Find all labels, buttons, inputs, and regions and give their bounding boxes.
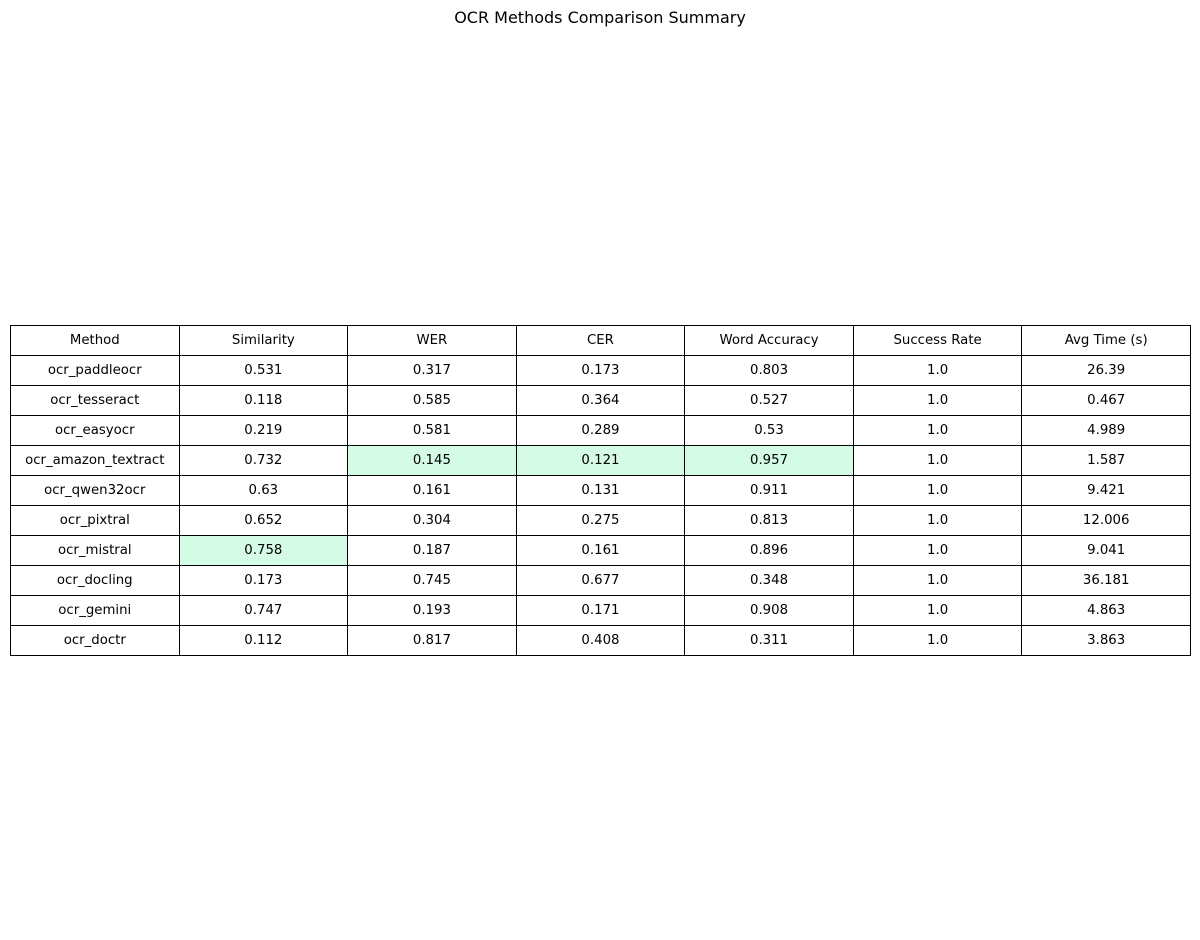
cell-method: ocr_easyocr: [10, 415, 180, 446]
table-row: ocr_paddleocr 0.531 0.317 0.173 0.803 1.0 26.3…: [10, 355, 1191, 386]
cell-similarity: 0.652: [178, 505, 349, 536]
cell-wer: 0.304: [347, 505, 517, 536]
cell-wer: 0.581: [347, 415, 517, 446]
cell-success-rate: 1.0: [852, 445, 1023, 476]
cell-word-accuracy: 0.896: [684, 535, 854, 566]
table-row: ocr_mistral 0.758 0.187 0.161 0.896 1.0 9.041: [10, 535, 1191, 566]
cell-avg-time-s: 12.006: [1021, 505, 1191, 536]
cell-word-accuracy: 0.803: [684, 355, 854, 386]
cell-avg-time-s: 1.587: [1021, 445, 1191, 476]
cell-avg-time-s: 26.39: [1021, 355, 1191, 386]
cell-word-accuracy: 0.813: [684, 505, 854, 536]
cell-cer: 0.364: [515, 385, 686, 416]
cell-similarity: 0.112: [178, 625, 349, 656]
cell-success-rate: 1.0: [852, 415, 1023, 446]
cell-similarity: 0.531: [178, 355, 349, 386]
cell-cer: 0.275: [515, 505, 686, 536]
cell-avg-time-s: 9.041: [1021, 535, 1191, 566]
cell-success-rate: 1.0: [852, 505, 1023, 536]
cell-similarity: 0.732: [178, 445, 349, 476]
column-header-word-accuracy: Word Accuracy: [684, 325, 854, 356]
cell-word-accuracy: 0.527: [684, 385, 854, 416]
table-header-row: Method Similarity WER CER Word Accuracy Succe…: [10, 325, 1191, 356]
cell-wer: 0.193: [347, 595, 517, 626]
cell-method: ocr_amazon_textract: [10, 445, 180, 476]
cell-avg-time-s: 4.989: [1021, 415, 1191, 446]
cell-success-rate: 1.0: [852, 595, 1023, 626]
cell-cer: 0.408: [515, 625, 686, 656]
cell-wer: 0.817: [347, 625, 517, 656]
cell-cer: 0.131: [515, 475, 686, 506]
cell-word-accuracy: 0.908: [684, 595, 854, 626]
cell-avg-time-s: 9.421: [1021, 475, 1191, 506]
cell-similarity: 0.758: [178, 535, 349, 566]
table-body: ocr_paddleocr 0.531 0.317 0.173 0.803 1.0 26.3…: [10, 355, 1191, 656]
cell-avg-time-s: 4.863: [1021, 595, 1191, 626]
cell-word-accuracy: 0.957: [684, 445, 854, 476]
cell-method: ocr_tesseract: [10, 385, 180, 416]
column-header-wer: WER: [347, 325, 517, 356]
cell-method: ocr_mistral: [10, 535, 180, 566]
cell-similarity: 0.173: [178, 565, 349, 596]
cell-success-rate: 1.0: [852, 625, 1023, 656]
cell-wer: 0.187: [347, 535, 517, 566]
cell-method: ocr_doctr: [10, 625, 180, 656]
cell-success-rate: 1.0: [852, 475, 1023, 506]
cell-method: ocr_pixtral: [10, 505, 180, 536]
table-row: ocr_pixtral 0.652 0.304 0.275 0.813 1.0 12.006: [10, 505, 1191, 536]
cell-avg-time-s: 36.181: [1021, 565, 1191, 596]
cell-success-rate: 1.0: [852, 535, 1023, 566]
table-row: ocr_doctr 0.112 0.817 0.408 0.311 1.0 3.863: [10, 625, 1191, 656]
column-header-cer: CER: [515, 325, 686, 356]
table-row: ocr_amazon_textract 0.732 0.145 0.121 0.957 1…: [10, 445, 1191, 476]
cell-method: ocr_docling: [10, 565, 180, 596]
cell-wer: 0.161: [347, 475, 517, 506]
cell-success-rate: 1.0: [852, 385, 1023, 416]
column-header-success-rate: Success Rate: [852, 325, 1023, 356]
cell-cer: 0.171: [515, 595, 686, 626]
cell-cer: 0.289: [515, 415, 686, 446]
column-header-similarity: Similarity: [178, 325, 349, 356]
cell-avg-time-s: 0.467: [1021, 385, 1191, 416]
cell-word-accuracy: 0.311: [684, 625, 854, 656]
cell-cer: 0.173: [515, 355, 686, 386]
column-header-method: Method: [10, 325, 180, 356]
cell-similarity: 0.118: [178, 385, 349, 416]
cell-cer: 0.161: [515, 535, 686, 566]
table-row: ocr_easyocr 0.219 0.581 0.289 0.53 1.0 4.989: [10, 415, 1191, 446]
cell-success-rate: 1.0: [852, 355, 1023, 386]
cell-wer: 0.317: [347, 355, 517, 386]
cell-similarity: 0.63: [178, 475, 349, 506]
cell-similarity: 0.747: [178, 595, 349, 626]
chart-title: OCR Methods Comparison Summary: [454, 8, 746, 27]
table-row: ocr_gemini 0.747 0.193 0.171 0.908 1.0 4.863: [10, 595, 1191, 626]
cell-success-rate: 1.0: [852, 565, 1023, 596]
cell-cer: 0.677: [515, 565, 686, 596]
cell-word-accuracy: 0.348: [684, 565, 854, 596]
comparison-table: Method Similarity WER CER Word Accuracy Succe…: [10, 325, 1191, 656]
cell-wer: 0.745: [347, 565, 517, 596]
column-header-avg-time-s: Avg Time (s): [1021, 325, 1191, 356]
cell-wer: 0.145: [347, 445, 517, 476]
cell-similarity: 0.219: [178, 415, 349, 446]
cell-method: ocr_gemini: [10, 595, 180, 626]
cell-cer: 0.121: [515, 445, 686, 476]
cell-method: ocr_paddleocr: [10, 355, 180, 386]
cell-avg-time-s: 3.863: [1021, 625, 1191, 656]
cell-word-accuracy: 0.911: [684, 475, 854, 506]
table-row: ocr_qwen32ocr 0.63 0.161 0.131 0.911 1.0 9.421: [10, 475, 1191, 506]
cell-method: ocr_qwen32ocr: [10, 475, 180, 506]
table-row: ocr_tesseract 0.118 0.585 0.364 0.527 1.0 0.46…: [10, 385, 1191, 416]
table-row: ocr_docling 0.173 0.745 0.677 0.348 1.0 36.181: [10, 565, 1191, 596]
cell-word-accuracy: 0.53: [684, 415, 854, 446]
cell-wer: 0.585: [347, 385, 517, 416]
